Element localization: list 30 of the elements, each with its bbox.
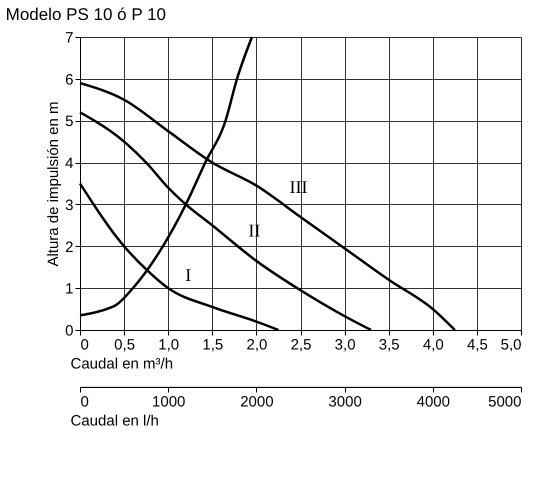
y-tick-label: 7	[65, 30, 74, 46]
chart-title: Modelo PS 10 ó P 10	[6, 5, 166, 24]
x2-tick-label: 0	[80, 394, 89, 410]
x2-tick-label: 2000	[240, 394, 274, 410]
x-tick-label: 1,5	[202, 336, 224, 354]
x2-axis-title: Caudal en l/h	[70, 412, 159, 430]
annotation: I	[185, 265, 192, 286]
x2-tick-label: 5000	[488, 394, 522, 410]
x-tick-label: 2,0	[246, 336, 268, 354]
x-tick-label: 3,0	[334, 336, 356, 354]
y-axis-title: Altura de impulsión en m	[45, 101, 62, 267]
x-tick-label: 4,0	[422, 336, 444, 354]
x-tick-label: 5,0	[500, 336, 522, 354]
x2-tick-label: 3000	[328, 394, 362, 410]
x-tick-label: 2,5	[290, 336, 312, 354]
x2-tick-label: 1000	[152, 394, 186, 410]
x-tick-label: 3,5	[378, 336, 400, 354]
x-tick-label: 1,0	[158, 336, 180, 354]
y-tick-label: 6	[65, 71, 74, 88]
y-tick-label: 0	[65, 322, 74, 340]
y-tick-label: 5	[65, 113, 74, 130]
x-tick-label: 4,5	[466, 336, 488, 354]
x-tick-label: 0	[80, 336, 89, 354]
x-tick-label: 0,5	[114, 336, 136, 354]
x2-tick-label: 4000	[416, 394, 450, 410]
y-tick-label: 3	[65, 196, 74, 214]
y-tick-label: 4	[65, 155, 74, 172]
y-tick-label: 2	[65, 238, 74, 256]
x-axis-title: Caudal en m³/h	[70, 356, 174, 372]
y-tick-label: 1	[65, 280, 74, 298]
